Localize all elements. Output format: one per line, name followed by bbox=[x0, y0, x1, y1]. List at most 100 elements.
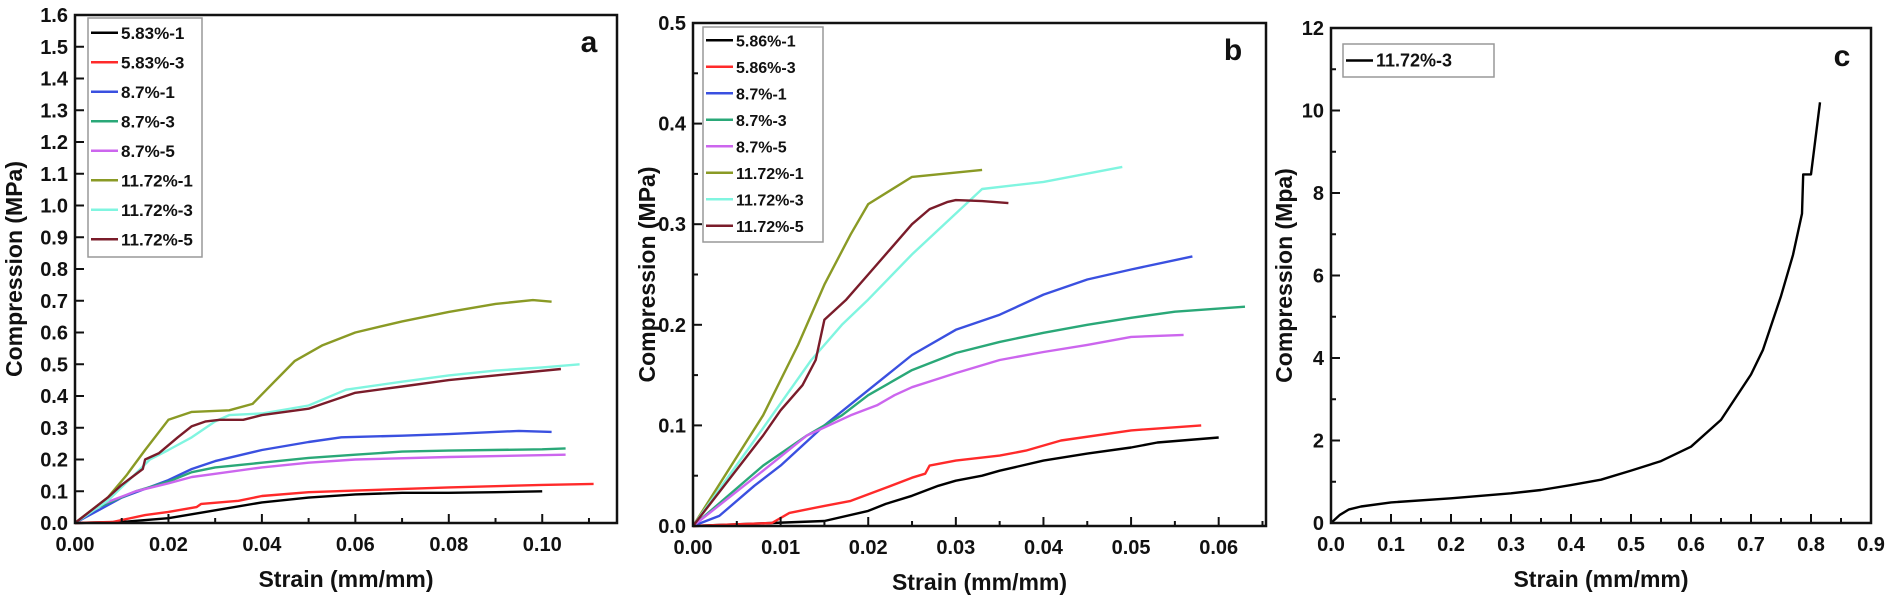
legend-entry: 8.7%-1 bbox=[121, 83, 175, 102]
series-line-5.83%-1 bbox=[74, 490, 543, 525]
legend-entry: 5.86%-3 bbox=[736, 60, 796, 77]
legend-entry: 5.86%-1 bbox=[736, 33, 796, 50]
y-tick-label: 0.5 bbox=[658, 13, 686, 35]
series-line-8.7%-1 bbox=[74, 429, 552, 525]
series-line-11.72%-3 bbox=[1330, 102, 1822, 524]
y-tick-label: 1.6 bbox=[40, 5, 68, 27]
y-tick-label: 1.3 bbox=[40, 100, 68, 122]
legend-entry: 8.7%-1 bbox=[736, 86, 787, 103]
y-tick-label: 0 bbox=[1313, 513, 1324, 535]
x-tick-label: 0.06 bbox=[336, 534, 375, 556]
y-tick-label: 0.4 bbox=[658, 114, 687, 136]
y-tick-label: 1.1 bbox=[40, 164, 68, 186]
x-tick-label: 0.6 bbox=[1677, 534, 1705, 556]
y-tick-label: 1.4 bbox=[40, 69, 69, 91]
series-line-8.7%-1 bbox=[692, 255, 1193, 528]
legend-entry: 8.7%-5 bbox=[736, 139, 787, 156]
series-line-8.7%-5 bbox=[74, 453, 566, 524]
x-tick-label: 0.9 bbox=[1857, 534, 1885, 556]
x-tick-label: 0.00 bbox=[674, 537, 713, 559]
y-axis-title: Compression (Mpa) bbox=[1271, 168, 1297, 383]
y-tick-label: 0.0 bbox=[40, 513, 68, 535]
y-tick-label: 1.2 bbox=[40, 132, 68, 154]
y-tick-label: 0.8 bbox=[40, 259, 68, 281]
x-tick-label: 0.1 bbox=[1377, 534, 1405, 556]
x-tick-label: 0.05 bbox=[1112, 537, 1151, 559]
x-tick-label: 0.5 bbox=[1617, 534, 1645, 556]
x-axis-title: Strain (mm/mm) bbox=[892, 569, 1067, 595]
series-line-11.72%-1 bbox=[691, 168, 983, 527]
legend-entry: 8.7%-5 bbox=[121, 142, 175, 161]
y-tick-label: 6 bbox=[1313, 266, 1324, 288]
y-tick-label: 0.0 bbox=[658, 516, 686, 538]
legend-entry: 11.72%-3 bbox=[1376, 51, 1452, 71]
x-tick-label: 0.02 bbox=[149, 534, 188, 556]
legend-entry: 11.72%-1 bbox=[121, 171, 193, 190]
y-tick-label: 0.4 bbox=[40, 386, 69, 408]
y-tick-label: 0.1 bbox=[658, 415, 686, 437]
legend-entry: 11.72%-3 bbox=[121, 201, 193, 220]
panel-a: 0.00 0.02 0.04 0.06 0.08 0.10 0.0 0.1 0.2 0.3 0.4 0… bbox=[1, 5, 619, 592]
legend-entry: 11.72%-5 bbox=[121, 230, 193, 249]
x-tick-label: 0.02 bbox=[849, 537, 888, 559]
y-tick-label: 0.7 bbox=[40, 291, 68, 313]
y-tick-label: 8 bbox=[1313, 183, 1324, 205]
x-axis-title: Strain (mm/mm) bbox=[1513, 566, 1688, 592]
y-tick-label: 0.9 bbox=[40, 227, 68, 249]
x-tick-label: 0.04 bbox=[1024, 537, 1064, 559]
y-tick-label: 0.1 bbox=[40, 481, 68, 503]
x-tick-label: 0.2 bbox=[1437, 534, 1465, 556]
panel-b: 0.00 0.01 0.02 0.03 0.04 0.05 0.06 0.0 0.1 0.2 0.3… bbox=[634, 13, 1268, 595]
plot-frame bbox=[1329, 26, 1873, 525]
y-tick-label: 2 bbox=[1313, 431, 1324, 453]
y-tick-label: 4 bbox=[1313, 348, 1325, 370]
legend-entry: 5.83%-3 bbox=[121, 53, 184, 72]
x-tick-label: 0.06 bbox=[1199, 537, 1238, 559]
y-tick-label: 0.2 bbox=[658, 315, 686, 337]
legend-entry: 5.83%-1 bbox=[121, 24, 184, 43]
y-tick-label: 0.6 bbox=[40, 323, 68, 345]
series-line-5.83%-3 bbox=[74, 482, 594, 525]
panel-label: c bbox=[1834, 40, 1851, 73]
legend-entry: 11.72%-5 bbox=[736, 219, 804, 236]
series-line-11.72%-5 bbox=[692, 198, 1009, 527]
legend: 5.83%-1 5.83%-3 8.7%-1 8.7%-3 8.7%-5 11.72%-1… bbox=[87, 17, 203, 258]
legend-entry: 11.72%-3 bbox=[736, 192, 804, 209]
x-tick-label: 0.00 bbox=[56, 534, 95, 556]
panel-c: 0.0 0.1 0.2 0.3 0.4 0.5 0.6 0.7 0.8 0.9 0 2 4 6 8 10 12 S… bbox=[1271, 18, 1885, 592]
legend-entry: 11.72%-1 bbox=[736, 166, 804, 183]
x-tick-label: 0.10 bbox=[523, 534, 562, 556]
legend-box bbox=[702, 26, 824, 243]
series-line-5.86%-3 bbox=[692, 424, 1202, 528]
y-tick-label: 12 bbox=[1302, 18, 1324, 40]
series-line-11.72%-3 bbox=[692, 165, 1123, 527]
legend: 11.72%-3 bbox=[1342, 43, 1495, 78]
legend-box bbox=[87, 17, 203, 258]
panel-label: a bbox=[581, 26, 598, 59]
x-tick-label: 0.4 bbox=[1557, 534, 1586, 556]
y-tick-label: 0.5 bbox=[40, 354, 68, 376]
x-tick-label: 0.08 bbox=[429, 534, 468, 556]
y-tick-label: 0.3 bbox=[40, 418, 68, 440]
x-axis-title: Strain (mm/mm) bbox=[258, 566, 433, 592]
y-tick-label: 10 bbox=[1302, 101, 1324, 123]
legend: 5.86%-1 5.86%-3 8.7%-1 8.7%-3 8.7%-5 11.72%-1… bbox=[702, 26, 824, 243]
y-tick-label: 1.5 bbox=[40, 37, 68, 59]
y-tick-label: 0.2 bbox=[40, 450, 68, 472]
y-tick-label: 1.0 bbox=[40, 196, 68, 218]
x-tick-label: 0.0 bbox=[1317, 534, 1345, 556]
panel-label: b bbox=[1224, 34, 1242, 67]
series-line-8.7%-5 bbox=[692, 333, 1184, 527]
x-tick-label: 0.8 bbox=[1797, 534, 1825, 556]
series-line-11.72%-5 bbox=[74, 367, 562, 524]
series-line-5.86%-1 bbox=[692, 436, 1219, 528]
legend-entry: 8.7%-3 bbox=[736, 113, 787, 130]
series-line-11.72%-1 bbox=[74, 298, 552, 524]
legend-entry: 8.7%-3 bbox=[121, 112, 175, 131]
y-axis-title: Compression (MPa) bbox=[1, 161, 27, 377]
x-tick-label: 0.01 bbox=[761, 537, 800, 559]
y-axis-title: Compression (MPa) bbox=[634, 167, 660, 383]
y-tick-label: 0.3 bbox=[658, 214, 686, 236]
x-tick-label: 0.3 bbox=[1497, 534, 1525, 556]
